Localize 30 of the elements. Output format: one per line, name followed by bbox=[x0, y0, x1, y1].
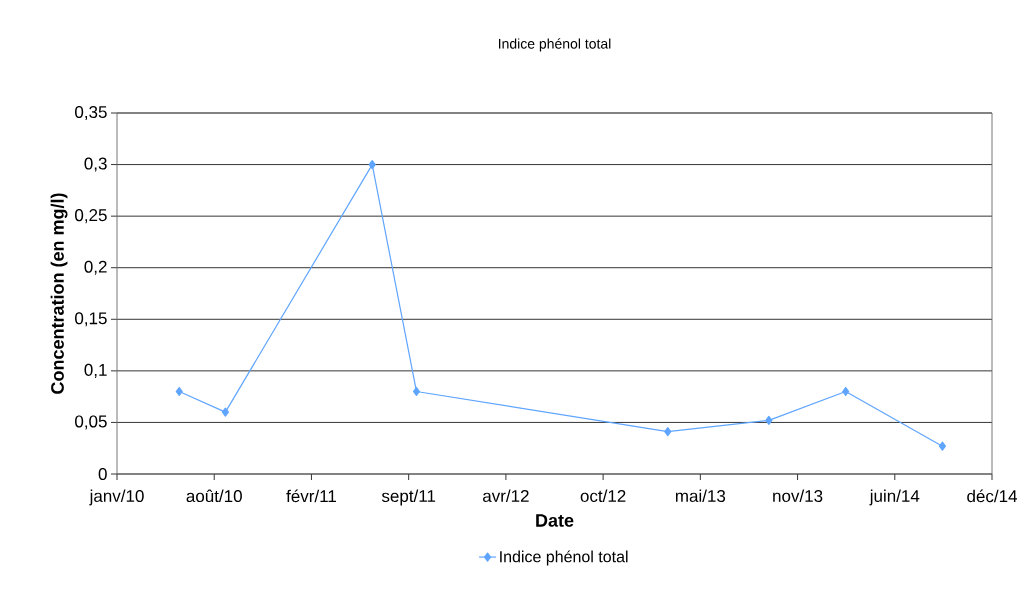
chart-title: Indice phénol total bbox=[498, 38, 611, 52]
x-tick-label: déc/14 bbox=[967, 489, 1018, 503]
point bbox=[221, 407, 230, 417]
y-tick-label: 0,2 bbox=[84, 260, 107, 275]
point bbox=[412, 386, 421, 397]
x-tick-label: juin/14 bbox=[869, 489, 920, 506]
y-tick-label: 0 bbox=[98, 467, 107, 481]
y-axis-title: Concentration (en mg/l) bbox=[50, 193, 68, 394]
legend-label: Indice phénol total bbox=[500, 550, 628, 566]
x-tick-label: janv/10 bbox=[89, 489, 144, 506]
y-tick-label: 0,15 bbox=[75, 312, 107, 327]
x-tick-label: oct/12 bbox=[580, 489, 626, 503]
point bbox=[842, 386, 850, 397]
point bbox=[368, 159, 376, 170]
y-tick-label: 0,3 bbox=[84, 157, 107, 172]
point bbox=[765, 415, 773, 425]
x-tick-label: sept/11 bbox=[381, 489, 436, 506]
y-tick-label: 0,35 bbox=[75, 105, 107, 121]
y-tick-label: 0,05 bbox=[75, 415, 107, 430]
x-tick-label: nov/13 bbox=[773, 489, 823, 503]
x-axis-title: Date bbox=[536, 514, 574, 527]
point bbox=[938, 441, 947, 451]
y-tick-label: 0,1 bbox=[84, 363, 107, 378]
x-tick-label: mai/13 bbox=[675, 489, 726, 503]
x-tick-label: avr/12 bbox=[482, 489, 529, 503]
point bbox=[175, 386, 183, 397]
point bbox=[664, 427, 672, 437]
y-tick-label: 0,25 bbox=[75, 209, 107, 224]
x-tick-label: août/10 bbox=[186, 489, 242, 503]
x-tick-label: févr/11 bbox=[286, 489, 336, 503]
